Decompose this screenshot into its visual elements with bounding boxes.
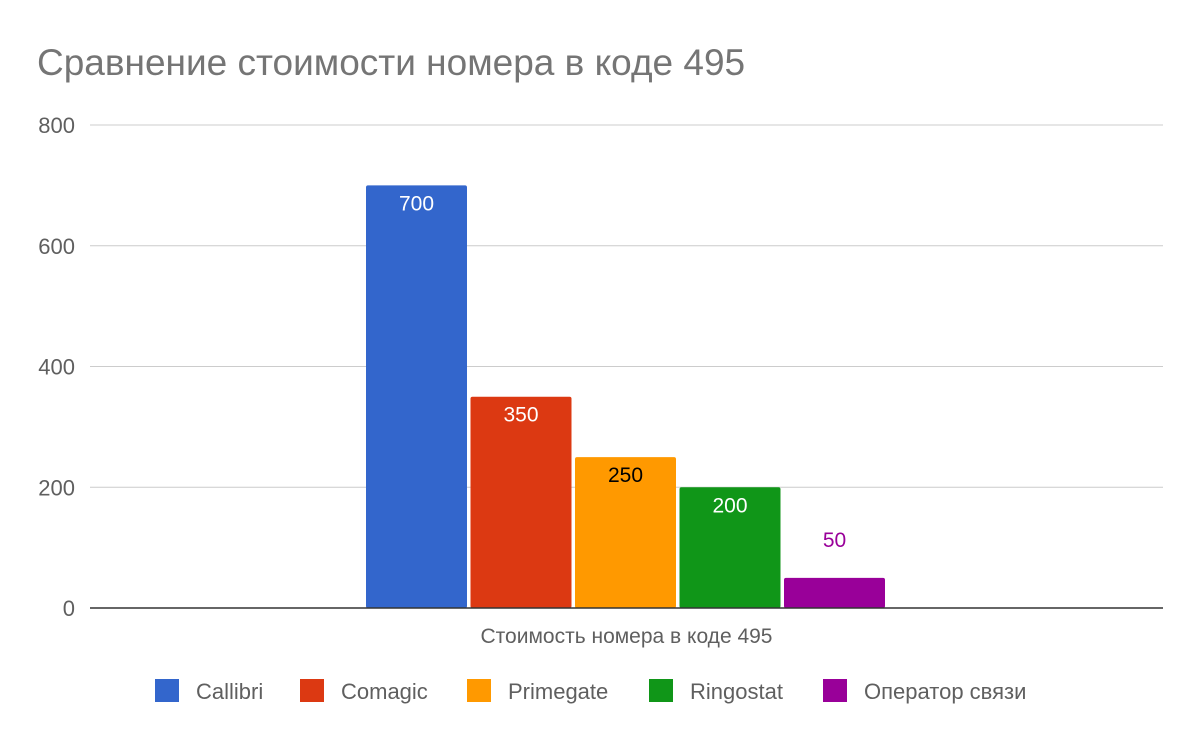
legend-item-ringostat: Ringostat <box>649 679 783 704</box>
y-tick-label: 800 <box>38 113 75 138</box>
gridlines <box>90 124 1163 488</box>
bar-value-label: 250 <box>608 464 643 487</box>
bar-value-label: 700 <box>399 192 434 215</box>
legend-swatch <box>649 679 673 702</box>
legend-swatch <box>823 679 847 702</box>
chart-title: Сравнение стоимости номера в коде 495 <box>37 42 745 83</box>
legend-label: Primegate <box>508 679 608 704</box>
y-axis-ticks: 0 200 400 600 800 <box>38 113 75 621</box>
y-tick-label: 400 <box>38 355 75 380</box>
legend-swatch <box>467 679 491 702</box>
y-tick-label: 600 <box>38 234 75 259</box>
legend-item-primegate: Primegate <box>467 679 608 704</box>
bar-comagic <box>470 396 572 608</box>
legend-label: Оператор связи <box>864 679 1026 704</box>
bar-value-label: 350 <box>503 404 538 427</box>
bar-value-label: 50 <box>823 529 846 552</box>
data-labels: 700 350 250 200 50 <box>399 192 846 551</box>
y-tick-label: 0 <box>63 596 75 621</box>
legend-label: Callibri <box>196 679 263 704</box>
bar-ringostat <box>679 487 781 608</box>
legend-label: Ringostat <box>690 679 783 704</box>
bars <box>366 185 885 608</box>
x-axis-categories: Стоимость номера в коде 495 <box>481 625 773 648</box>
bar-value-label: 200 <box>712 494 747 517</box>
y-tick-label: 200 <box>38 475 75 500</box>
legend-swatch <box>300 679 324 702</box>
bar-callibri <box>366 185 467 608</box>
legend-item-callibri: Callibri <box>155 679 263 704</box>
bar-оператор-связи <box>784 577 885 608</box>
legend-label: Comagic <box>341 679 428 704</box>
legend-item-оператор-связи: Оператор связи <box>823 679 1026 704</box>
x-category-label: Стоимость номера в коде 495 <box>481 625 773 648</box>
legend-swatch <box>155 679 179 702</box>
bar-primegate <box>575 457 676 608</box>
legend-item-comagic: Comagic <box>300 679 428 704</box>
legend: Callibri Comagic Primegate Ringostat Операто… <box>155 679 1026 704</box>
